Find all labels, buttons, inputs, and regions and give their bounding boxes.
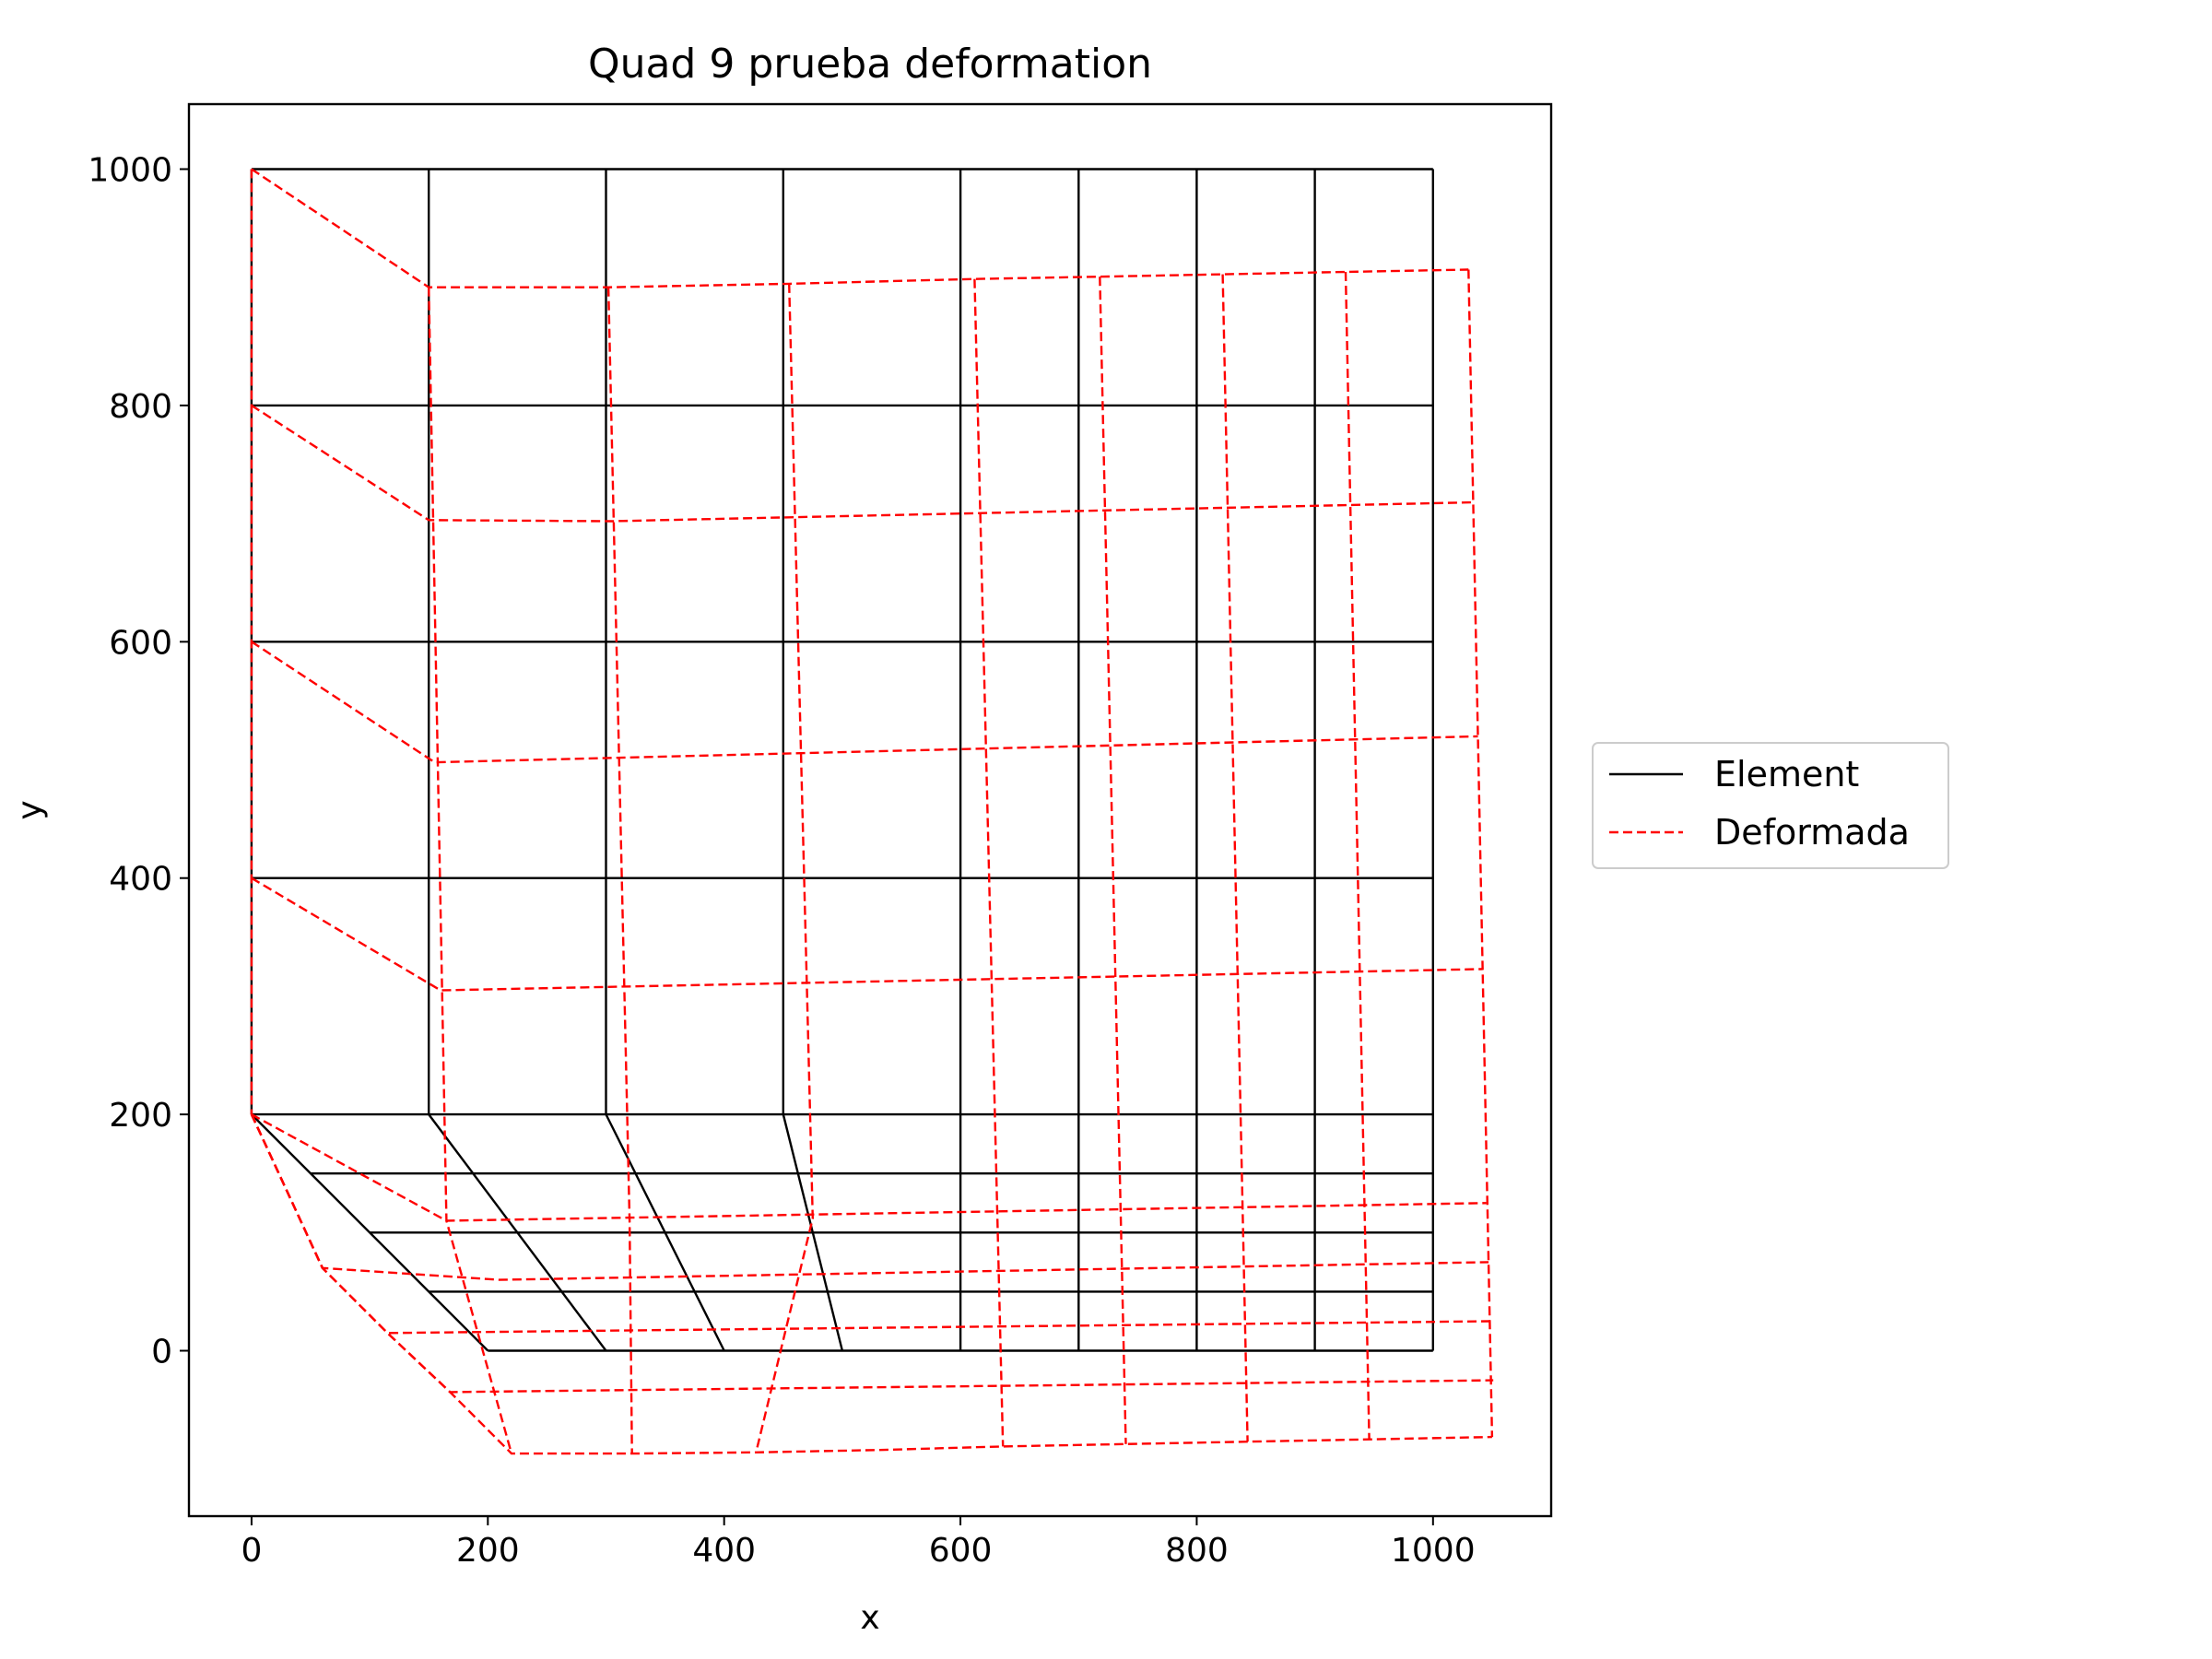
series-deformada — [250, 168, 1494, 1455]
legend-deformada-label: Deformada — [1714, 812, 1910, 853]
y-tick-label-600: 600 — [109, 624, 172, 662]
y-tick-label-200: 200 — [109, 1097, 172, 1135]
y-tick-label-1000: 1000 — [88, 152, 172, 190]
x-tick-label-400: 400 — [692, 1532, 756, 1570]
chart-title: Quad 9 prueba deformation — [588, 41, 1152, 88]
y-axis-ticks: 0 200 400 600 800 1000 — [88, 152, 189, 1371]
series-deformada-line-16 — [1344, 271, 1371, 1440]
x-tick-label-600: 600 — [929, 1532, 993, 1570]
series-deformada-line-15 — [1221, 274, 1249, 1442]
series-deformada-line-5 — [251, 1113, 1487, 1222]
y-tick-label-800: 800 — [109, 388, 172, 426]
plot-lines — [250, 168, 1494, 1455]
series-deformada-line-4 — [251, 877, 1483, 992]
x-tick-label-800: 800 — [1165, 1532, 1229, 1570]
series-deformada-line-17 — [1467, 269, 1494, 1438]
series-element — [250, 168, 1435, 1352]
series-element-line-19 — [428, 1113, 607, 1352]
y-tick-label-0: 0 — [151, 1334, 172, 1371]
x-tick-label-200: 200 — [456, 1532, 520, 1570]
plot-frame — [187, 102, 1553, 1518]
series-element-line-20 — [605, 1113, 725, 1352]
series-deformada-line-14 — [1099, 276, 1127, 1444]
series-deformada-line-6 — [250, 1113, 1489, 1281]
series-element-line-21 — [782, 1113, 844, 1351]
y-axis-label: y — [11, 800, 49, 819]
series-element-line-18 — [251, 1113, 489, 1352]
series-deformada-line-1 — [251, 168, 1469, 288]
series-deformada-line-2 — [251, 404, 1475, 523]
x-tick-label-1000: 1000 — [1391, 1532, 1476, 1570]
series-deformada-line-9 — [250, 1113, 1492, 1455]
series-deformada-line-12 — [755, 283, 815, 1453]
x-axis-ticks: 0 200 400 600 800 1000 — [241, 1516, 1476, 1570]
legend-element-label: Element — [1714, 754, 1859, 794]
legend[interactable]: Element Deformada — [1592, 742, 1949, 869]
series-deformada-line-11 — [606, 287, 633, 1454]
series-deformada-line-10 — [428, 287, 513, 1454]
y-tick-label-400: 400 — [109, 861, 172, 899]
series-deformada-line-13 — [973, 278, 1005, 1447]
x-axis-label: x — [860, 1599, 879, 1637]
series-deformada-line-3 — [251, 641, 1478, 764]
x-tick-label-0: 0 — [241, 1532, 262, 1570]
